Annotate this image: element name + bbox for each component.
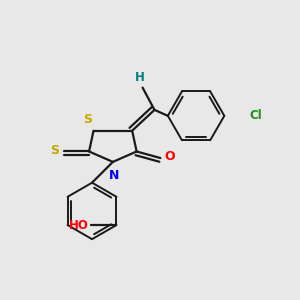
Text: HO: HO <box>68 218 88 232</box>
Text: H: H <box>135 71 145 84</box>
Text: S: S <box>83 113 92 126</box>
Text: N: N <box>109 169 119 182</box>
Text: O: O <box>165 150 175 163</box>
Text: S: S <box>50 144 59 158</box>
Text: Cl: Cl <box>250 109 262 122</box>
